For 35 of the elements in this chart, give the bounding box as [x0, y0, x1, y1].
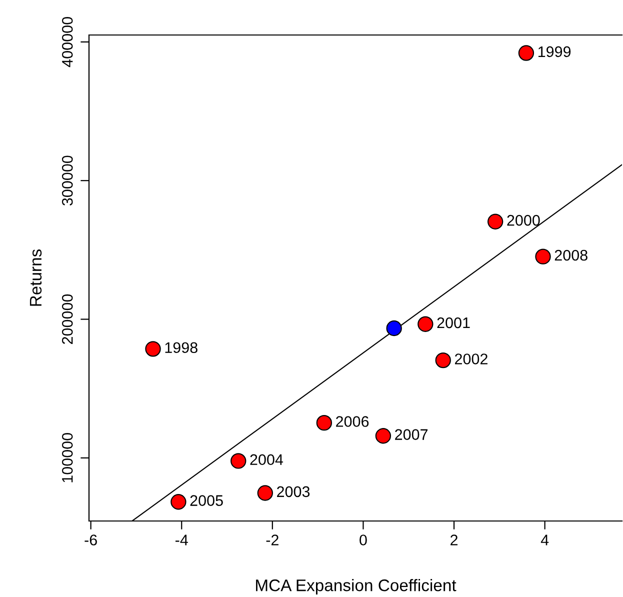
annotation: 2000	[507, 214, 540, 226]
point	[257, 485, 273, 501]
point	[418, 316, 434, 332]
y-tick-label: 200000	[62, 294, 73, 344]
annotation: 2001	[437, 317, 470, 328]
annotation: 1999	[538, 46, 571, 58]
annotation: 2004	[250, 454, 284, 466]
y-tick-label: 300000	[62, 156, 73, 206]
x-tick-label: 0	[360, 534, 367, 546]
x-tick-label: 2	[450, 534, 458, 546]
y-tick-label: 100000	[62, 433, 73, 482]
annotation: 2002	[455, 354, 488, 364]
point	[316, 414, 332, 431]
point	[145, 341, 161, 357]
point	[375, 428, 392, 444]
annotation: 1998	[165, 342, 198, 354]
point	[535, 248, 551, 264]
annotation: 2005	[190, 495, 223, 506]
x-tick-label: -6	[84, 534, 97, 546]
point	[386, 320, 402, 336]
annotation: 2007	[395, 429, 428, 440]
annotation: 2008	[554, 250, 588, 261]
annotation: 2003	[277, 486, 310, 498]
point	[435, 352, 451, 368]
x-tick-label: 4	[540, 534, 549, 546]
y-tick-label: 400000	[62, 17, 73, 68]
point	[518, 45, 534, 61]
point	[170, 494, 186, 510]
annotation: 2006	[336, 416, 369, 427]
x-axis-title: MCA Expansion Coefficient	[256, 578, 456, 595]
x-tick-label: -4	[176, 534, 188, 546]
point	[230, 453, 246, 469]
y-axis-title: Returns	[30, 249, 42, 306]
point	[487, 214, 504, 230]
x-tick-label: -2	[266, 534, 278, 546]
